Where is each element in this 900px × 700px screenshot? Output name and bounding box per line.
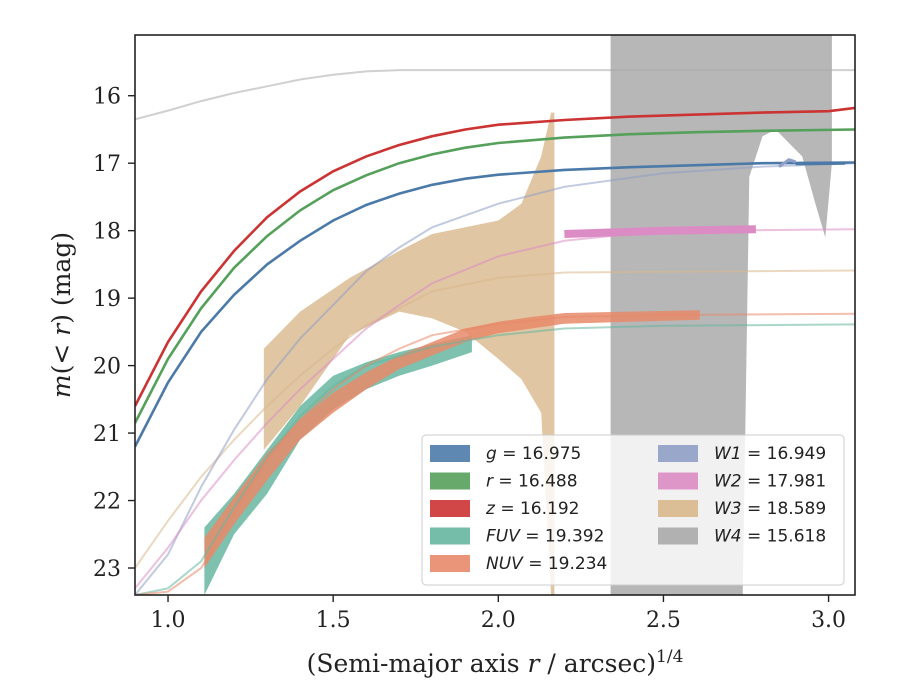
band-fuv xyxy=(204,335,472,595)
y-tick-label: 17 xyxy=(93,152,121,177)
band-w3 xyxy=(263,112,555,595)
model-curve-nuv xyxy=(135,312,855,595)
plot-frame xyxy=(134,34,856,596)
model-curve-w1 xyxy=(135,162,855,595)
x-tick-label: 2.5 xyxy=(646,608,681,633)
y-tick-label: 21 xyxy=(93,422,121,447)
y-axis: 16 17 18 19 20 21 22 23 xyxy=(93,85,135,582)
legend-label-w2: W2 = 17.981 xyxy=(714,472,826,492)
legend-swatch-fuv xyxy=(430,527,470,545)
measured-curve-w2 xyxy=(564,225,756,238)
legend-swatch-w4 xyxy=(658,527,698,545)
model-curve-g xyxy=(135,161,855,448)
legend-swatch-z xyxy=(430,500,470,517)
legend-label-w1: W1 = 16.949 xyxy=(714,444,826,464)
x-tick-label: 2.0 xyxy=(481,608,516,633)
measured-curve-g xyxy=(795,161,846,166)
legend: g = 16.975 r = 16.488 z = 16.192 FUV = 19.3… xyxy=(421,434,845,586)
model-curve-z xyxy=(135,106,855,407)
x-tick-label: 1.0 xyxy=(151,608,186,633)
legend-swatch-g xyxy=(430,445,470,462)
legend-swatch-w2 xyxy=(658,472,698,490)
measured-curves xyxy=(564,158,846,238)
legend-label-w4: W4 = 15.618 xyxy=(714,527,826,547)
x-axis: 1.0 1.5 2.0 2.5 3.0 xyxy=(151,595,846,633)
x-tick-label: 3.0 xyxy=(811,608,846,633)
model-curve-w4 xyxy=(135,69,855,121)
legend-label-w3: W3 = 18.589 xyxy=(714,499,826,519)
x-tick-label: 1.5 xyxy=(316,608,351,633)
y-tick-label: 18 xyxy=(93,220,121,245)
model-curve-w3 xyxy=(135,269,855,569)
legend-label-z: z = 16.192 xyxy=(485,499,579,519)
y-axis-title: m(< r) (mag) xyxy=(47,232,76,398)
x-axis-title: (Semi-major axis r / arcsec)1/4 xyxy=(307,647,684,678)
legend-swatch-w3 xyxy=(658,500,698,517)
y-tick-label: 19 xyxy=(93,287,121,312)
legend-box xyxy=(421,434,845,586)
y-tick-label: 22 xyxy=(93,490,121,515)
legend-label-r: r = 16.488 xyxy=(486,472,578,492)
y-tick-label: 23 xyxy=(93,557,121,582)
y-tick-label: 20 xyxy=(93,355,121,380)
model-curve-fuv xyxy=(135,323,855,595)
y-tick-label: 16 xyxy=(93,85,121,110)
model-curve-r xyxy=(135,128,855,424)
legend-label-nuv: NUV = 19.234 xyxy=(486,554,607,574)
legend-swatch-r xyxy=(430,472,470,490)
legend-label-fuv: FUV = 19.392 xyxy=(486,527,604,547)
legend-swatch-nuv xyxy=(430,555,470,572)
legend-swatch-w1 xyxy=(658,445,698,462)
measured-curve-w1 xyxy=(778,158,797,168)
legend-label-g: g = 16.975 xyxy=(486,444,581,464)
